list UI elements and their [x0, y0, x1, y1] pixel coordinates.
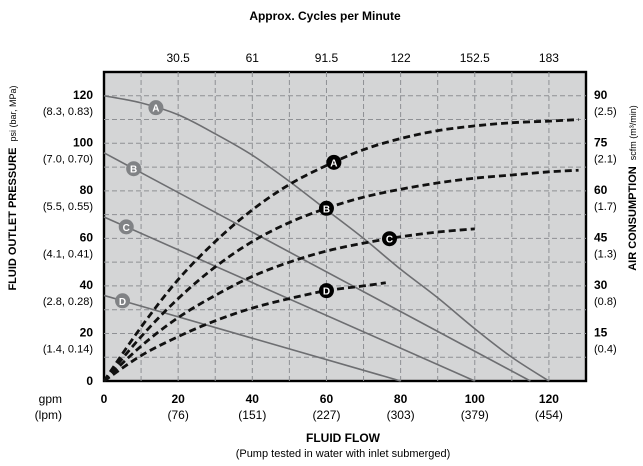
series-air-d-label: D: [323, 287, 330, 298]
y-right-tick-sublabel: (0.4): [594, 343, 617, 355]
y-right-tick-label: 30: [594, 278, 608, 292]
x-tick-sublabel: (379): [461, 408, 489, 422]
x-tick-sublabel: (76): [167, 408, 188, 422]
x-tick-label: 120: [539, 392, 559, 406]
y-left-tick-label: 60: [80, 230, 94, 244]
series-layer: A B C D A B C D: [102, 94, 579, 383]
y-left-tick-sublabel: (7.0, 0.70): [43, 153, 93, 165]
x-unit-sublabel: (lpm): [35, 408, 62, 422]
x-tick-sublabel: (454): [535, 408, 563, 422]
y-right-axis-title: AIR CONSUMPTION: [627, 166, 639, 271]
series-air-d-badge: [318, 283, 334, 299]
y-left-tick-sublabel: (2.8, 0.28): [43, 296, 93, 308]
series-air-b-line: [102, 168, 579, 382]
top-tick-label: 183: [539, 51, 559, 65]
series-air-a-label: A: [330, 158, 337, 169]
series-air-a-line: [102, 118, 579, 382]
series-air-a-badge: [326, 154, 342, 170]
x-axis-label: FLUID FLOW: [306, 431, 381, 445]
y-left-tick-sublabel: (8.3, 0.83): [43, 106, 93, 118]
series-air-b-label: B: [323, 204, 330, 215]
series-pressure-a-label: A: [152, 104, 159, 115]
y-left-tick-label: 120: [73, 88, 93, 102]
series-pressure-b-label: B: [130, 165, 137, 176]
top-tick-label: 61: [246, 51, 260, 65]
y-right-axis-unit: scfm (m³/min): [628, 105, 638, 160]
series-pressure-d-line: [103, 294, 401, 382]
y-left-tick-label: 80: [80, 183, 94, 197]
series-air-c-badge: [381, 231, 397, 247]
x-axis-sublabel: (Pump tested in water with inlet submerg…: [236, 448, 451, 460]
series-pressure-b-badge: [126, 161, 142, 177]
y-left-tick-label: 0: [86, 374, 93, 388]
y-left-tick-label: 100: [73, 135, 93, 149]
y-right-tick-sublabel: (0.8): [594, 296, 617, 308]
top-tick-label: 122: [391, 51, 411, 65]
y-left-tick-sublabel: (4.1, 0.41): [43, 248, 93, 260]
y-right-tick-sublabel: (2.5): [594, 106, 617, 118]
x-tick-sublabel: (227): [312, 408, 340, 422]
series-pressure-c-label: C: [123, 223, 130, 234]
series-air-c-line: [103, 227, 475, 383]
y-right-tick-sublabel: (2.1): [594, 153, 617, 165]
top-tick-label: 152.5: [460, 51, 490, 65]
plot-area: [102, 70, 588, 383]
series-air-c-label: C: [386, 235, 393, 246]
x-tick-label: 100: [465, 392, 485, 406]
series-pressure-c-badge: [118, 219, 134, 235]
series-air-d-line: [103, 281, 386, 383]
grid: [104, 72, 586, 381]
x-tick-label: 20: [171, 392, 185, 406]
y-left-tick-label: 40: [80, 278, 94, 292]
x-tick-sublabel: (151): [238, 408, 266, 422]
y-right-tick-sublabel: (1.7): [594, 201, 617, 213]
x-unit-label: gpm: [39, 392, 62, 406]
y-right-tick-sublabel: (1.3): [594, 248, 617, 260]
series-pressure-d-label: D: [119, 297, 126, 308]
top-axis-title: Approx. Cycles per Minute: [249, 9, 401, 23]
top-tick-label: 91.5: [315, 51, 339, 65]
x-tick-label: 40: [246, 392, 260, 406]
y-right-tick-label: 15: [594, 325, 608, 339]
y-left-tick-label: 20: [80, 325, 94, 339]
x-tick-label: 80: [394, 392, 408, 406]
y-right-tick-label: 45: [594, 230, 608, 244]
x-tick-label: 60: [320, 392, 334, 406]
y-right-tick-label: 75: [594, 135, 608, 149]
x-tick-sublabel: (303): [387, 408, 415, 422]
y-left-axis-unit: psi (bar, MPa): [8, 85, 18, 141]
top-tick-label: 30.5: [166, 51, 190, 65]
series-air-b-badge: [318, 200, 334, 216]
tick-layer: 30.5 61 91.5 122 152.5 183 gpm (lpm) 0 20 (76) 40 (1…: [35, 51, 617, 422]
y-left-tick-sublabel: (1.4, 0.14): [43, 343, 93, 355]
y-left-axis-label: FLUID OUTLET PRESSURE psi (bar, MPa): [7, 85, 19, 290]
y-right-tick-label: 60: [594, 183, 608, 197]
y-right-tick-label: 90: [594, 88, 608, 102]
series-pressure-a-badge: [148, 100, 164, 116]
series-pressure-d-badge: [115, 293, 131, 309]
series-pressure-b-line: [103, 152, 531, 382]
y-right-axis-label: AIR CONSUMPTION scfm (m³/min): [627, 105, 639, 271]
y-left-tick-sublabel: (5.5, 0.55): [43, 201, 93, 213]
x-tick-label: 0: [101, 392, 108, 406]
y-left-axis-title: FLUID OUTLET PRESSURE: [7, 148, 19, 291]
